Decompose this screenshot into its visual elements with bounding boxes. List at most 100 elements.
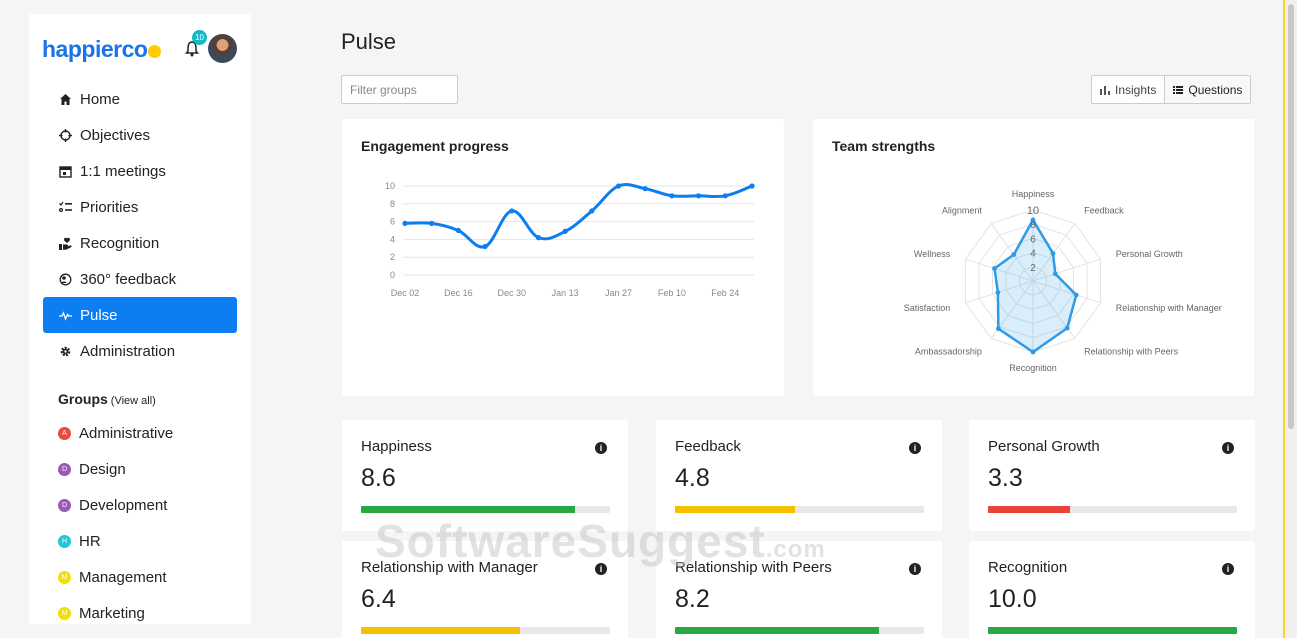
group-item-hr[interactable]: H HR [58,523,238,559]
nav-item-label: Administration [80,342,176,360]
engagement-progress-card: Engagement progress 0 2 4 6 8 10 Dec 02 Dec 16 D… [342,119,784,396]
questions-label: Questions [1188,82,1243,97]
data-point [509,208,515,214]
metric-card-recognition[interactable]: Recognition 10.0 i [969,541,1255,638]
y-tick-label: 8 [390,199,395,209]
radar-data-point [1073,292,1079,298]
nav-item-360-feedback[interactable]: 360° feedback [43,261,237,297]
user-avatar[interactable] [208,34,237,63]
score-bar-fill [988,627,1237,634]
metric-card-feedback[interactable]: Feedback 4.8 i [656,420,942,531]
metric-value: 4.8 [675,464,710,492]
gear-icon [58,344,72,358]
calendar-icon [58,164,72,178]
radar-tick-label: 8 [1030,220,1036,231]
info-icon[interactable]: i [595,442,607,454]
radar-category-label: Wellness [914,249,951,259]
y-tick-label: 0 [390,270,395,280]
happierco-logo[interactable]: happierco [42,36,162,63]
metric-card-personal-growth[interactable]: Personal Growth 3.3 i [969,420,1255,531]
metric-card-relationship-with-manager[interactable]: Relationship with Manager 6.4 i [342,541,628,638]
x-tick-label: Feb 10 [658,288,686,298]
groups-list: A Administrative D Design D Development H HR M Ma… [58,415,238,624]
bar-chart-icon [1100,85,1110,95]
data-point [429,220,435,226]
nav-item-1-1-meetings[interactable]: 1:1 meetings [43,153,237,189]
radar-data-point [1052,271,1058,277]
data-point [455,227,461,234]
radar-data-point [992,266,997,271]
radar-data-point [1030,217,1036,223]
list-icon [1173,85,1184,94]
scrollbar[interactable] [1285,0,1297,638]
filter-groups-input[interactable] [341,75,458,104]
info-icon[interactable]: i [1222,563,1234,575]
nav-item-administration[interactable]: Administration [43,333,237,369]
radar-category-label: Personal Growth [1116,249,1183,259]
data-point [402,220,408,226]
group-label: Management [79,568,167,586]
info-icon[interactable]: i [1222,442,1234,454]
radar-spoke [965,258,1034,282]
score-bar [361,627,610,634]
x-tick-label: Dec 30 [498,288,527,298]
metric-card-happiness[interactable]: Happiness 8.6 i [342,420,628,531]
insights-button[interactable]: Insights [1092,76,1164,103]
logo-text: happierco [42,36,148,62]
groups-heading: Groups (View all) [58,391,156,407]
group-item-development[interactable]: D Development [58,487,238,523]
radar-category-label: Satisfaction [904,303,951,313]
data-point [642,186,648,192]
radar-spoke [1032,280,1101,304]
nav-item-label: Pulse [80,306,118,324]
info-icon[interactable]: i [595,563,607,575]
nav-item-objectives[interactable]: Objectives [43,117,237,153]
group-label: Design [79,460,126,478]
home-icon [58,92,72,106]
score-bar [988,506,1237,513]
metric-value: 6.4 [361,585,396,613]
radar-spoke [990,223,1034,282]
data-point [722,193,728,199]
accent-line [1283,0,1285,638]
data-point [696,193,702,199]
group-item-management[interactable]: M Management [58,559,238,595]
checklist-icon [58,200,72,214]
data-point [535,235,542,241]
questions-button[interactable]: Questions [1164,76,1251,103]
radar-data-point [1064,325,1070,331]
y-tick-label: 2 [390,252,395,262]
metric-card-relationship-with-peers[interactable]: Relationship with Peers 8.2 i [656,541,942,638]
page-title: Pulse [341,29,397,54]
metric-label: Recognition [988,559,1068,576]
engagement-line-chart: 0 2 4 6 8 10 Dec 02 Dec 16 Dec 30 Jan 13 Jan 27 Feb… [385,181,755,298]
groups-view-all-link[interactable]: (View all) [110,395,156,407]
group-initial-badge: D [58,498,71,512]
metric-value: 10.0 [988,585,1037,613]
score-bar-fill [988,506,1071,513]
group-initial-badge: A [58,426,71,440]
group-item-marketing[interactable]: M Marketing [58,595,238,624]
info-icon[interactable]: i [909,563,921,575]
crosshair-icon [58,128,72,142]
data-point [562,228,568,234]
x-tick-label: Feb 24 [711,288,739,298]
y-tick-label: 4 [390,234,395,244]
sidebar: happierco 10 Home Objectives 1:1 meetings P… [29,14,251,624]
score-bar-fill [361,506,576,513]
scrollbar-thumb[interactable] [1288,4,1294,429]
score-bar [675,506,924,513]
group-item-administrative[interactable]: A Administrative [58,415,238,451]
nav-item-pulse[interactable]: Pulse [43,297,237,333]
nav-item-home[interactable]: Home [43,81,237,117]
score-bar [675,627,924,634]
group-item-design[interactable]: D Design [58,451,238,487]
data-point [589,208,595,214]
nav-item-priorities[interactable]: Priorities [43,189,237,225]
score-bar-fill [361,627,521,634]
metric-label: Relationship with Peers [675,559,832,576]
radar-tick-label: 10 [1027,205,1039,217]
info-icon[interactable]: i [909,442,921,454]
group-initial-badge: M [58,570,71,584]
nav-item-recognition[interactable]: Recognition [43,225,237,261]
